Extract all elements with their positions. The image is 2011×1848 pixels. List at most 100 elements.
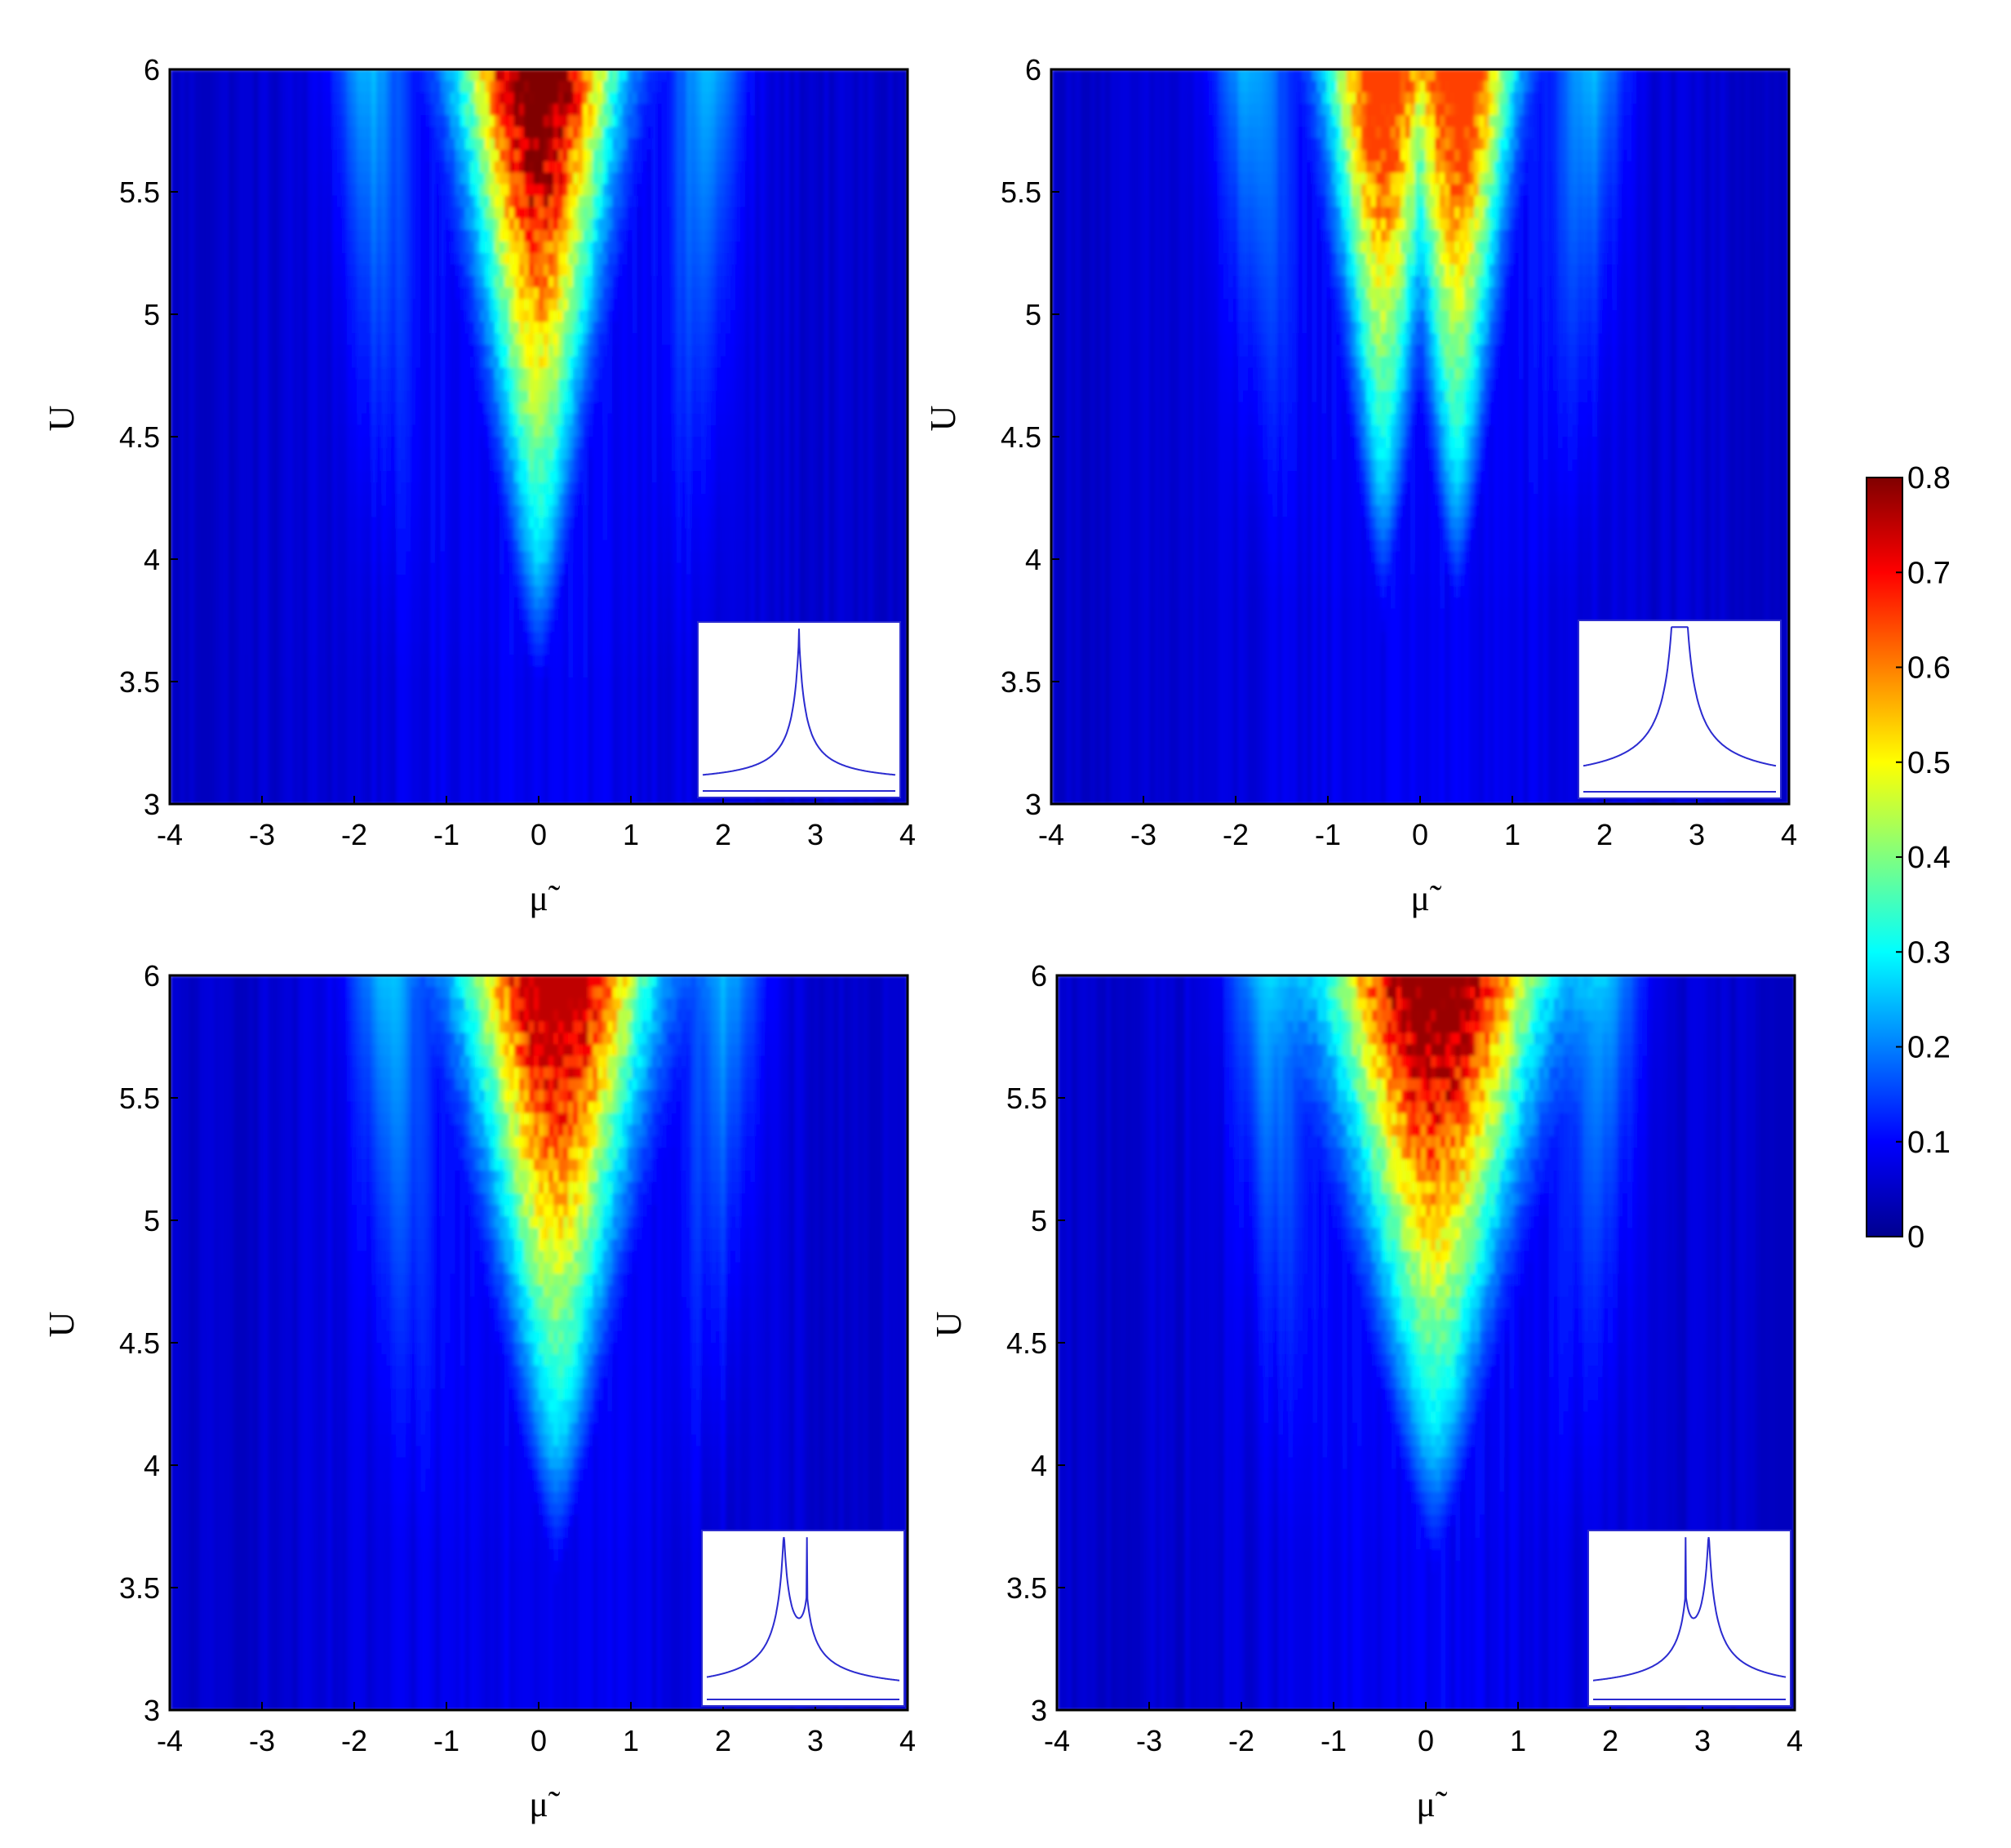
- heatmap-cell: [381, 437, 388, 449]
- heatmap-cell: [326, 413, 333, 426]
- heatmap-cell: [287, 276, 294, 289]
- heatmap-cell: [848, 207, 855, 220]
- heatmap-cell: [351, 287, 357, 300]
- heatmap-cell: [828, 356, 835, 369]
- heatmap-cell: [209, 264, 215, 278]
- heatmap-cell: [362, 69, 367, 82]
- heatmap-cell: [184, 92, 191, 105]
- heatmap-cell: [651, 218, 658, 231]
- heatmap-cell: [312, 448, 318, 461]
- heatmap-cell: [646, 299, 653, 312]
- heatmap-cell: [607, 379, 614, 392]
- heatmap-cell: [415, 322, 422, 335]
- heatmap-cell: [189, 195, 196, 208]
- heatmap-cell: [833, 218, 840, 231]
- heatmap-cell: [371, 310, 378, 323]
- heatmap-cell: [513, 104, 520, 117]
- heatmap-cell: [755, 161, 761, 174]
- heatmap-cell: [317, 218, 323, 231]
- heatmap-cell: [401, 344, 407, 358]
- heatmap-cell: [302, 379, 309, 392]
- heatmap-cell: [233, 367, 240, 380]
- heatmap-cell: [794, 333, 801, 346]
- heatmap-cell: [435, 104, 442, 117]
- heatmap-cell: [765, 264, 771, 278]
- heatmap-cell: [336, 195, 343, 208]
- heatmap-cell: [809, 92, 815, 105]
- heatmap-cell: [666, 264, 673, 278]
- heatmap-cell: [513, 172, 520, 185]
- heatmap-cell: [331, 413, 338, 426]
- heatmap-cell: [770, 229, 776, 242]
- heatmap-cell: [656, 253, 663, 265]
- heatmap-cell: [632, 115, 638, 128]
- heatmap-cell: [366, 81, 372, 94]
- heatmap-cell: [710, 127, 717, 140]
- heatmap-cell: [794, 437, 801, 449]
- heatmap-cell: [858, 172, 864, 185]
- heatmap-cell: [199, 413, 206, 426]
- heatmap-cell: [602, 115, 609, 128]
- heatmap-cell: [474, 172, 481, 185]
- heatmap-cell: [705, 299, 712, 312]
- heatmap-cell: [690, 322, 697, 335]
- heatmap-cell: [710, 115, 717, 128]
- heatmap-cell: [686, 207, 692, 220]
- heatmap-cell: [726, 287, 731, 300]
- heatmap-cell: [411, 69, 417, 82]
- heatmap-cell: [455, 276, 461, 289]
- heatmap-cell: [641, 287, 648, 300]
- heatmap-cell: [401, 333, 407, 346]
- heatmap-cell: [391, 402, 397, 415]
- heatmap-cell: [287, 115, 294, 128]
- heatmap-cell: [238, 390, 245, 403]
- heatmap-cell: [705, 127, 712, 140]
- heatmap-cell: [229, 390, 235, 403]
- heatmap-cell: [843, 344, 850, 358]
- heatmap-cell: [646, 310, 653, 323]
- heatmap-cell: [386, 424, 393, 438]
- heatmap-cell: [755, 115, 761, 128]
- heatmap-cell: [828, 379, 835, 392]
- heatmap-cell: [726, 81, 731, 94]
- heatmap-cell: [214, 437, 220, 449]
- heatmap-cell: [243, 402, 250, 415]
- heatmap-cell: [430, 344, 437, 358]
- heatmap-cell: [479, 229, 486, 242]
- heatmap-cell: [814, 390, 820, 403]
- heatmap-cell: [533, 81, 539, 94]
- heatmap-cell: [641, 207, 648, 220]
- heatmap-cell: [548, 379, 554, 392]
- heatmap-cell: [814, 356, 820, 369]
- heatmap-cell: [671, 356, 677, 369]
- heatmap-cell: [671, 195, 677, 208]
- heatmap-cell: [253, 218, 260, 231]
- heatmap-cell: [578, 115, 584, 128]
- heatmap-cell: [489, 276, 495, 289]
- heatmap-cell: [287, 253, 294, 265]
- heatmap-cell: [700, 92, 707, 105]
- heatmap-cell: [170, 356, 175, 369]
- heatmap-cell: [686, 287, 692, 300]
- heatmap-cell: [351, 172, 357, 185]
- heatmap-cell: [391, 195, 397, 208]
- heatmap-cell: [435, 127, 442, 140]
- heatmap-cell: [504, 310, 510, 323]
- heatmap-cell: [686, 149, 692, 162]
- heatmap-cell: [779, 161, 786, 174]
- heatmap-cell: [548, 299, 554, 312]
- heatmap-cell: [209, 161, 215, 174]
- heatmap-cell: [253, 138, 260, 151]
- heatmap-cell: [735, 92, 741, 105]
- heatmap-cell: [209, 344, 215, 358]
- heatmap-cell: [175, 322, 180, 335]
- heatmap-cell: [558, 241, 565, 254]
- heatmap-cell: [558, 356, 565, 369]
- heatmap-cell: [268, 299, 274, 312]
- heatmap-cell: [720, 402, 726, 415]
- heatmap-cell: [819, 413, 825, 426]
- heatmap-cell: [445, 115, 451, 128]
- heatmap-cell: [755, 264, 761, 278]
- heatmap-cell: [735, 322, 741, 335]
- heatmap-cell: [539, 437, 544, 449]
